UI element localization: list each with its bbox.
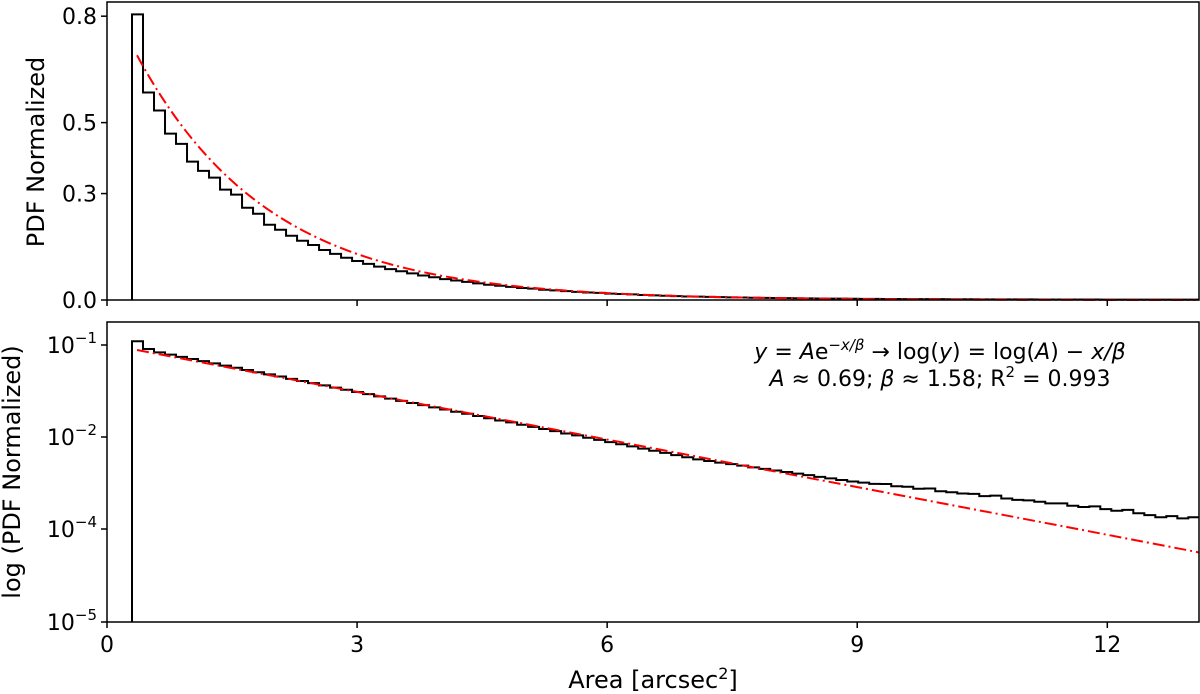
x-tick-label: 6 — [600, 633, 614, 658]
annotation-line1: y = Ae−x/β → log(y) = log(A) − x/β — [753, 336, 1125, 365]
tick-base: 10 — [47, 334, 75, 359]
ann-y2: y — [938, 340, 953, 365]
annotation-line2: A ≈ 0.69; β ≈ 1.58; R2 = 0.993 — [768, 363, 1111, 392]
top-axes-frame — [106, 1, 1200, 301]
bottom-axes-frame — [106, 321, 1200, 623]
bottom-y-tick-label: 10−4 — [47, 513, 97, 543]
tick-base: 10 — [47, 518, 75, 543]
ann-exp: −x/β — [828, 336, 864, 354]
bottom-y-tick-label: 10−2 — [47, 421, 97, 451]
ann-A: A — [798, 340, 815, 365]
bottom-panel: 10−110−210−410−50 3 6 9 12 — [47, 321, 1200, 658]
ann-arrow: → log( — [864, 340, 939, 365]
x-tick-label: 3 — [350, 633, 364, 658]
top-panel: 0.0 0.3 0.5 0.8 — [62, 1, 1200, 314]
top-fit-line — [136, 54, 1196, 301]
x-axis-label: Area [arcsec2] — [568, 664, 738, 694]
ann-eq: = — [767, 340, 799, 365]
tick-base: 10 — [47, 611, 75, 636]
top-y-tick-label: 0.5 — [62, 112, 97, 137]
tick-exponent: −5 — [75, 606, 97, 624]
ann2-d: = 0.993 — [1015, 367, 1110, 392]
top-y-tick-label: 0.0 — [62, 289, 97, 314]
ann-A2: A — [1033, 340, 1050, 365]
x-axis-label-sup: 2 — [718, 664, 728, 683]
bottom-y-tick-label: 10−1 — [47, 329, 97, 359]
ann-mid: ) = log( — [952, 340, 1035, 365]
ann2-beta: β — [879, 367, 894, 392]
bottom-y-tick-label: 10−5 — [47, 606, 97, 636]
x-axis-label-end: ] — [728, 666, 737, 694]
tick-exponent: −4 — [75, 513, 97, 531]
top-y-tick-label: 0.8 — [62, 5, 97, 30]
ann2-sup: 2 — [1006, 363, 1016, 381]
ann-y: y — [753, 340, 768, 365]
x-tick-label: 9 — [850, 633, 864, 658]
ann-e: e — [815, 340, 829, 365]
tick-base: 10 — [47, 426, 75, 451]
x-axis-label-base: Area [arcsec — [568, 666, 718, 694]
bottom-histogram — [131, 340, 1200, 622]
ann-xb: x/β — [1090, 340, 1125, 365]
ann-end: ) − — [1050, 340, 1091, 365]
top-histogram — [131, 13, 1200, 301]
ann2-A: A — [768, 367, 785, 392]
x-tick-label: 12 — [1093, 633, 1121, 658]
ann2-c: ≈ 1.58; R — [894, 367, 1005, 392]
top-y-tick-label: 0.3 — [62, 183, 97, 208]
tick-exponent: −1 — [75, 329, 97, 347]
bottom-ylabel: log (PDF Normalized) — [0, 345, 26, 598]
ann2-a: ≈ 0.69; — [785, 367, 881, 392]
x-tick-label: 0 — [100, 633, 114, 658]
bottom-fit-line — [136, 349, 1200, 554]
top-ylabel: PDF Normalized — [22, 57, 50, 248]
tick-exponent: −2 — [75, 421, 97, 439]
fit-annotation: y = Ae−x/β → log(y) = log(A) − x/β A ≈ 0… — [753, 336, 1125, 392]
